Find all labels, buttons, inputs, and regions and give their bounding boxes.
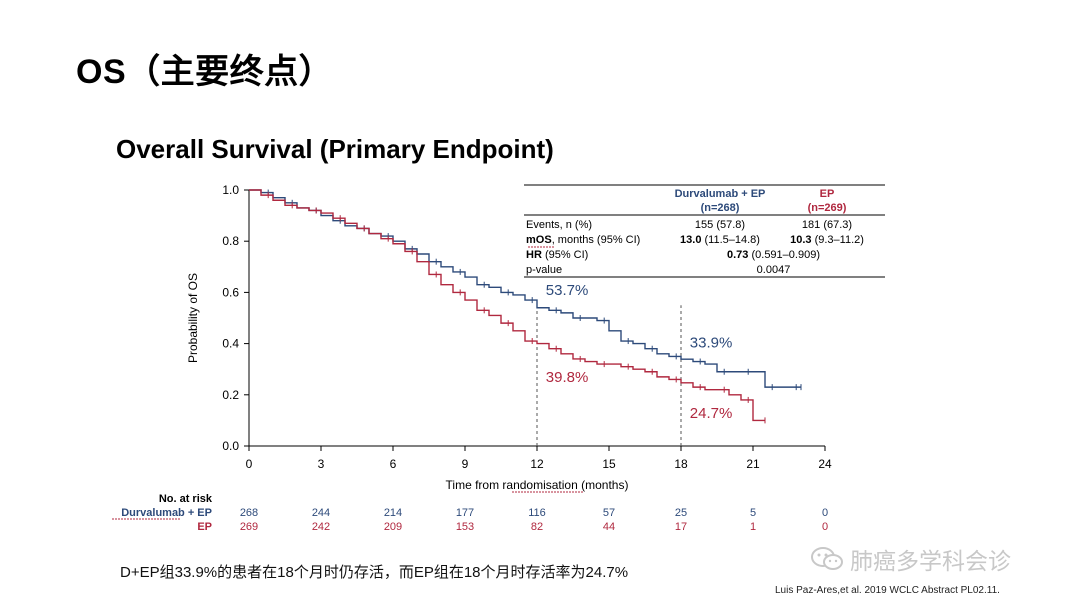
at-risk-title: No. at risk [159, 493, 213, 505]
survival-annotation: 39.8% [546, 369, 589, 386]
at-risk-value: 116 [528, 507, 546, 519]
at-risk-value: 82 [531, 521, 543, 533]
y-tick-label: 1.0 [222, 183, 239, 197]
table-header-durva-n: (n=268) [701, 202, 740, 214]
y-tick-label: 0.8 [222, 234, 239, 248]
x-tick-label: 9 [462, 457, 469, 471]
x-tick-label: 24 [818, 457, 832, 471]
x-tick-label: 21 [746, 457, 760, 471]
table-row-label: HR (95% CI) [526, 249, 588, 261]
at-risk-value: 177 [456, 507, 474, 519]
at-risk-label: Durvalumab + EP [121, 507, 212, 519]
table-header-durva: Durvalumab + EP [675, 188, 766, 200]
table-cell-ep: 10.3 (9.3–11.2) [790, 234, 864, 246]
at-risk-label: EP [197, 521, 212, 533]
table-cell-durva: 13.0 (11.5–14.8) [680, 234, 760, 246]
y-tick-label: 0.6 [222, 285, 239, 299]
at-risk-value: 268 [240, 507, 258, 519]
at-risk-value: 214 [384, 507, 402, 519]
watermark: 肺癌多学科会诊 [810, 542, 1011, 576]
y-tick-label: 0.2 [222, 388, 239, 402]
chart-title: Overall Survival (Primary Endpoint) [116, 134, 554, 164]
table-cell-span: 0.0047 [757, 264, 791, 276]
survival-annotation: 53.7% [546, 282, 589, 299]
watermark-text: 肺癌多学科会诊 [850, 548, 1011, 574]
km-curve-durvalumab [249, 189, 801, 388]
x-tick-label: 12 [530, 457, 544, 471]
table-cell-span: 0.73 (0.591–0.909) [727, 249, 820, 261]
table-cell-durva: 155 (57.8) [695, 219, 745, 231]
at-risk-value: 25 [675, 507, 687, 519]
at-risk-value: 209 [384, 521, 402, 533]
at-risk-value: 244 [312, 507, 330, 519]
at-risk-value: 17 [675, 521, 687, 533]
table-row-label: mOS, months (95% CI) [526, 234, 640, 246]
table-header-ep: EP [820, 188, 835, 200]
citation: Luis Paz-Ares,et al. 2019 WCLC Abstract … [775, 585, 1000, 596]
x-tick-label: 3 [318, 457, 325, 471]
table-row-label: Events, n (%) [526, 219, 592, 231]
at-risk-value: 0 [822, 521, 828, 533]
x-tick-label: 6 [390, 457, 397, 471]
table-row-label: p-value [526, 264, 562, 276]
survival-annotation: 33.9% [690, 334, 733, 351]
table-cell-ep: 181 (67.3) [802, 219, 852, 231]
wechat-icon [811, 547, 843, 570]
at-risk-value: 0 [822, 507, 828, 519]
at-risk-value: 1 [750, 521, 756, 533]
x-tick-label: 18 [674, 457, 688, 471]
at-risk-value: 269 [240, 521, 258, 533]
slide-title: OS（主要终点） [76, 53, 334, 91]
x-tick-label: 15 [602, 457, 616, 471]
y-tick-label: 0.4 [222, 337, 239, 351]
y-axis-label: Probability of OS [186, 273, 200, 363]
x-tick-label: 0 [246, 457, 253, 471]
table-header-ep-n: (n=269) [808, 202, 847, 214]
at-risk-value: 242 [312, 521, 330, 533]
at-risk-value: 57 [603, 507, 615, 519]
y-tick-label: 0.0 [222, 439, 239, 453]
km-curve-ep [249, 189, 765, 422]
at-risk-value: 153 [456, 521, 474, 533]
chinese-footnote: D+EP组33.9%的患者在18个月时仍存活，而EP组在18个月时存活率为24.… [120, 564, 629, 581]
at-risk-value: 44 [603, 521, 615, 533]
survival-annotation: 24.7% [690, 405, 733, 422]
at-risk-value: 5 [750, 507, 756, 519]
x-axis-label: Time from randomisation (months) [446, 478, 629, 492]
